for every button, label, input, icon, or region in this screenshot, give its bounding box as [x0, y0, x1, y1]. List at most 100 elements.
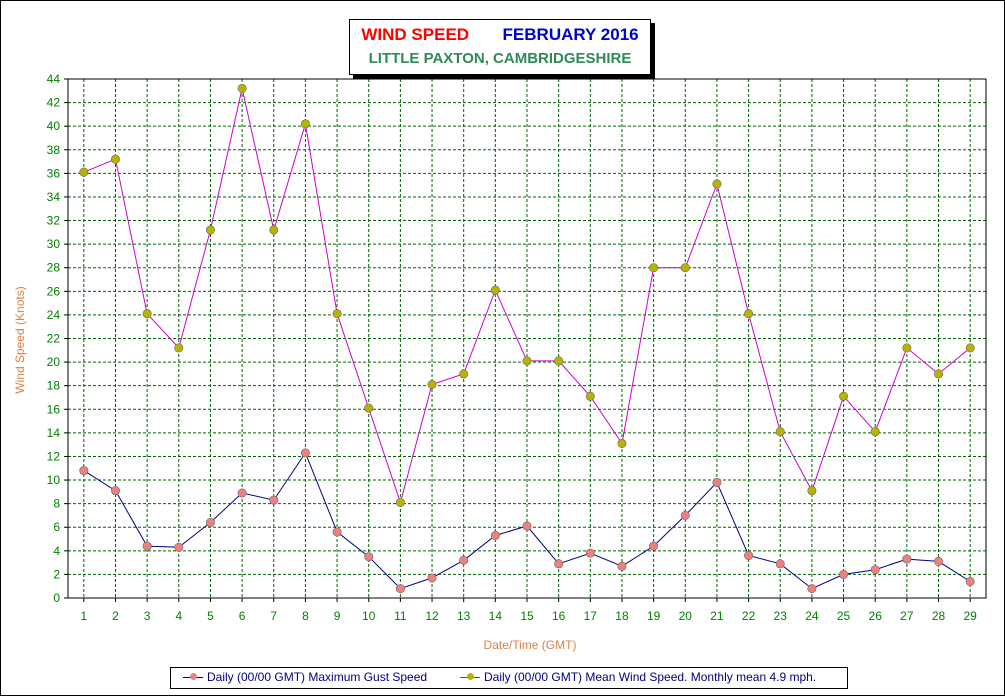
x-tick-label: 20 — [679, 609, 693, 623]
mean-data-point — [585, 391, 595, 401]
mean-data-point — [649, 263, 659, 273]
gust-data-point — [712, 477, 722, 487]
mean-data-point — [839, 391, 849, 401]
chart-subtitle: LITTLE PAXTON, CAMBRIDGESHIRE — [368, 50, 632, 67]
x-tick-label: 22 — [742, 609, 756, 623]
gust-data-point — [522, 521, 532, 531]
y-tick-label: 42 — [47, 96, 61, 110]
x-tick-label: 25 — [837, 609, 851, 623]
chart-title-box: WIND SPEED FEBRUARY 2016 LITTLE PAXTON, … — [349, 19, 651, 75]
x-tick-label: 27 — [900, 609, 914, 623]
y-tick-label: 30 — [47, 237, 61, 251]
y-tick-label: 32 — [47, 214, 61, 228]
mean-data-point — [332, 309, 342, 319]
mean-data-point — [712, 179, 722, 189]
gust-data-point — [269, 495, 279, 505]
x-tick-label: 16 — [552, 609, 566, 623]
gust-data-point — [237, 488, 247, 498]
y-tick-label: 38 — [47, 143, 61, 157]
mean-data-point — [617, 438, 627, 448]
x-tick-label: 17 — [584, 609, 598, 623]
gust-data-point — [174, 542, 184, 552]
y-tick-label: 28 — [47, 261, 61, 275]
gust-data-point — [839, 569, 849, 579]
gust-data-point — [364, 552, 374, 562]
legend-gust-label: Daily (00/00 GMT) Maximum Gust Speed — [207, 670, 428, 684]
gust-data-point — [680, 510, 690, 520]
y-tick-label: 14 — [47, 426, 61, 440]
mean-data-point — [110, 154, 120, 164]
mean-data-point — [522, 356, 532, 366]
gust-data-point — [300, 448, 310, 458]
gust-data-point — [965, 576, 975, 586]
y-tick-label: 8 — [53, 497, 60, 511]
gust-data-point — [585, 548, 595, 558]
y-tick-label: 12 — [47, 449, 61, 463]
x-tick-label: 19 — [647, 609, 661, 623]
x-tick-label: 28 — [932, 609, 946, 623]
y-tick-label: 40 — [47, 119, 61, 133]
mean-data-point — [79, 167, 89, 177]
mean-data-point — [490, 285, 500, 295]
x-tick-label: 26 — [869, 609, 883, 623]
gust-data-point — [902, 554, 912, 564]
gust-data-point — [617, 561, 627, 571]
gust-data-point — [807, 584, 817, 594]
y-tick-label: 34 — [47, 190, 61, 204]
chart-title-measure: WIND SPEED — [361, 25, 470, 44]
x-tick-label: 12 — [425, 609, 439, 623]
chart-title: WIND SPEED FEBRUARY 2016 — [350, 25, 650, 45]
gust-data-point — [934, 556, 944, 566]
x-tick-label: 5 — [207, 609, 214, 623]
mean-data-point — [427, 380, 437, 390]
y-tick-label: 16 — [47, 402, 61, 416]
mean-data-point — [775, 427, 785, 437]
x-tick-label: 6 — [239, 609, 246, 623]
gust-data-point — [395, 584, 405, 594]
mean-data-point — [902, 343, 912, 353]
mean-data-point — [965, 343, 975, 353]
x-tick-label: 13 — [457, 609, 471, 623]
gust-data-point — [870, 565, 880, 575]
y-tick-label: 10 — [47, 473, 61, 487]
mean-data-point — [364, 403, 374, 413]
x-tick-label: 9 — [334, 609, 341, 623]
mean-data-point — [300, 119, 310, 129]
y-tick-label: 26 — [47, 284, 61, 298]
x-tick-label: 14 — [489, 609, 503, 623]
x-tick-label: 2 — [112, 609, 119, 623]
mean-data-point — [554, 356, 564, 366]
plot-area — [67, 78, 987, 599]
mean-data-point — [459, 369, 469, 379]
x-tick-label: 10 — [362, 609, 376, 623]
mean-data-point — [269, 225, 279, 235]
chart-title-period: FEBRUARY 2016 — [502, 25, 639, 44]
x-tick-label: 18 — [615, 609, 629, 623]
gust-data-point — [205, 518, 215, 528]
chart-legend: Daily (00/00 GMT) Maximum Gust Speed Dai… — [170, 667, 848, 689]
gust-data-point — [744, 551, 754, 561]
mean-data-point — [142, 309, 152, 319]
mean-data-point — [174, 343, 184, 353]
mean-data-point — [934, 369, 944, 379]
x-tick-label: 23 — [774, 609, 788, 623]
y-axis-label: Wind Speed (Knots) — [13, 286, 27, 393]
gust-data-point — [554, 559, 564, 569]
y-tick-label: 0 — [53, 591, 60, 605]
y-tick-label: 24 — [47, 308, 61, 322]
gust-data-point — [490, 530, 500, 540]
y-tick-label: 36 — [47, 166, 61, 180]
mean-data-point — [870, 427, 880, 437]
mean-data-point — [237, 83, 247, 93]
x-tick-label: 24 — [805, 609, 819, 623]
y-tick-label: 2 — [53, 567, 60, 581]
legend-mean-label: Daily (00/00 GMT) Mean Wind Speed. Month… — [484, 670, 817, 684]
y-tick-label: 6 — [53, 520, 60, 534]
y-tick-label: 18 — [47, 379, 61, 393]
gust-data-point — [459, 555, 469, 565]
y-tick-label: 4 — [53, 544, 60, 558]
gust-data-point — [427, 573, 437, 583]
mean-data-point — [680, 263, 690, 273]
